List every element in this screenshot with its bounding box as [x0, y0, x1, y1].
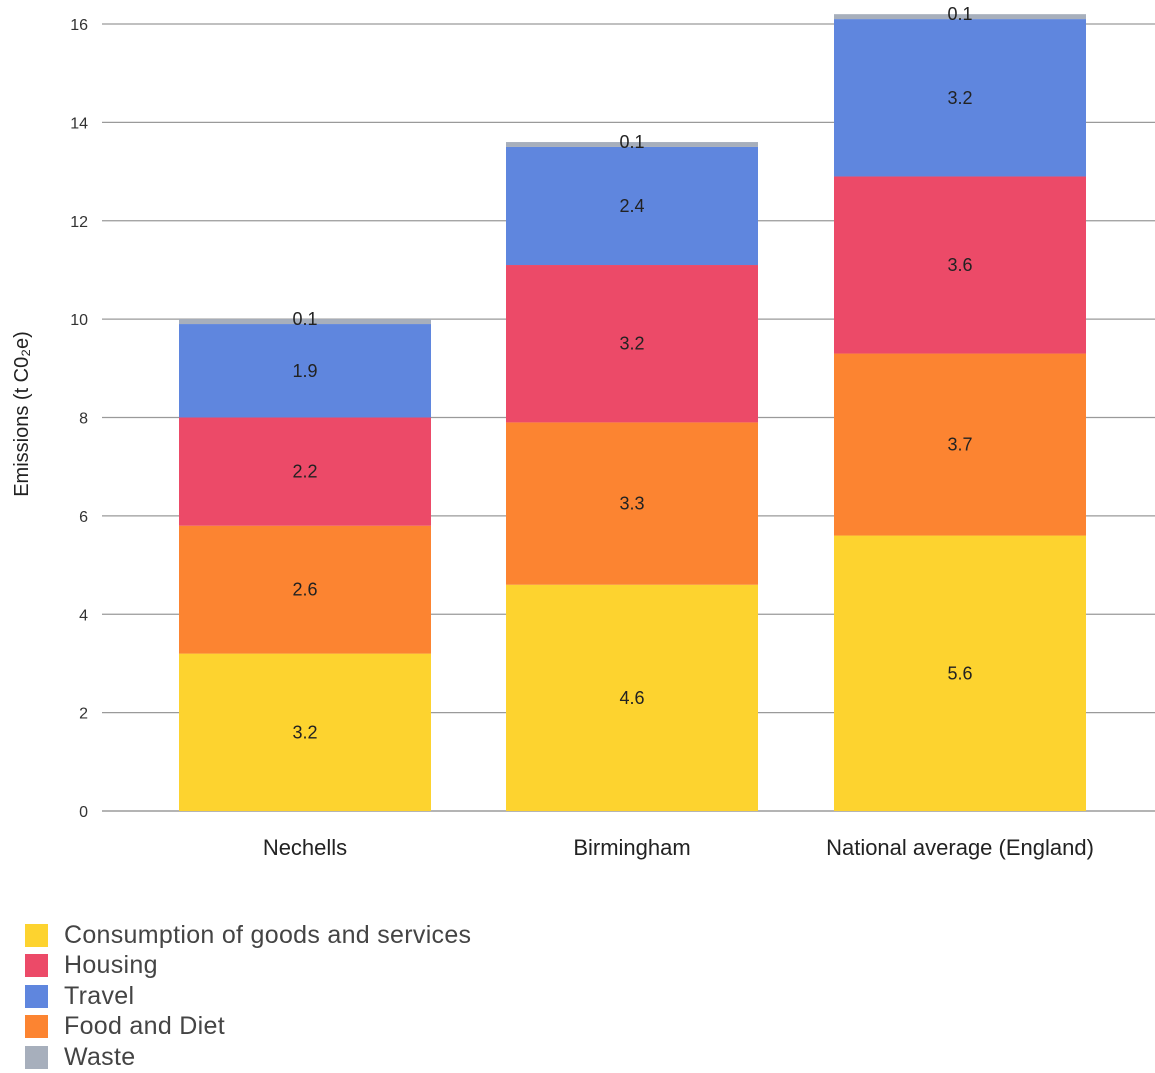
legend-item: Consumption of goods and services [25, 920, 471, 951]
legend-label: Consumption of goods and services [64, 920, 472, 949]
chart-legend: Consumption of goods and services Housing… [25, 920, 471, 1073]
data-label: 3.6 [947, 255, 972, 275]
bar-segment [834, 14, 1086, 20]
bar-segment [179, 653, 431, 811]
bar-segment [506, 146, 758, 266]
legend-item: Food and Diet [25, 1012, 471, 1043]
legend-item: Waste [25, 1042, 471, 1073]
bar-segment [834, 535, 1086, 811]
y-tick-label: 0 [79, 804, 88, 821]
y-tick-label: 16 [70, 17, 88, 34]
x-category-label: National average (England) [826, 835, 1094, 860]
legend-swatch [25, 1015, 48, 1039]
x-category-label: Birmingham [573, 835, 690, 860]
bar-segment [834, 19, 1086, 177]
data-labels: 3.2 2.6 2.2 1.9 0.1 4.6 3.3 3.2 2.4 0.1 5.6 3.7 3.6 3… [292, 4, 972, 742]
y-axis-title: Emissions (t C0₂e) [11, 331, 33, 497]
data-label: 0.1 [619, 132, 644, 152]
data-label: 3.2 [619, 334, 644, 354]
legend-label: Waste [64, 1042, 136, 1071]
bar-segment [179, 525, 431, 654]
legend-swatch [25, 1045, 48, 1069]
bar-segment [506, 584, 758, 811]
bar-segment [179, 324, 431, 418]
bar-segment [834, 353, 1086, 536]
data-label: 3.3 [619, 494, 644, 514]
bar-segment [179, 319, 431, 325]
y-tick-label: 4 [79, 607, 88, 624]
legend-label: Travel [64, 981, 135, 1010]
legend-swatch [25, 923, 48, 947]
data-label: 0.1 [947, 4, 972, 24]
bar-segment [506, 422, 758, 585]
legend-item: Travel [25, 981, 471, 1012]
data-label: 5.6 [947, 663, 972, 683]
data-label: 3.7 [947, 435, 972, 455]
bar-segment [506, 265, 758, 423]
bars [179, 14, 1086, 811]
legend-label: Food and Diet [64, 1012, 225, 1041]
x-axis-categories: Nechells Birmingham National average (Engl… [263, 835, 1094, 860]
y-tick-label: 8 [79, 411, 88, 428]
data-label: 2.6 [292, 580, 317, 600]
x-category-label: Nechells [263, 835, 347, 860]
y-tick-label: 10 [70, 312, 88, 329]
bar-segment [179, 417, 431, 526]
legend-swatch [25, 954, 48, 978]
data-label: 2.4 [619, 196, 644, 216]
y-tick-label: 2 [79, 706, 88, 723]
data-label: 3.2 [292, 722, 317, 742]
data-label: 0.1 [292, 309, 317, 329]
y-tick-label: 6 [79, 509, 88, 526]
bar-segment [834, 176, 1086, 354]
legend-item: Housing [25, 951, 471, 982]
bar-segment [506, 142, 758, 147]
y-tick-label: 14 [70, 115, 88, 132]
data-label: 2.2 [292, 462, 317, 482]
data-label: 4.6 [619, 688, 644, 708]
data-label: 3.2 [947, 88, 972, 108]
legend-label: Housing [64, 951, 158, 980]
y-axis-ticks: 0 2 4 6 8 10 12 14 16 [70, 17, 88, 821]
stacked-bar-chart: 0 2 4 6 8 10 12 14 16 3.2 2.6 2.2 1.9 0.1 4.6 3.3 3.2 2.… [11, 4, 1155, 860]
y-tick-label: 12 [70, 214, 88, 231]
legend-swatch [25, 984, 48, 1008]
data-label: 1.9 [292, 361, 317, 381]
